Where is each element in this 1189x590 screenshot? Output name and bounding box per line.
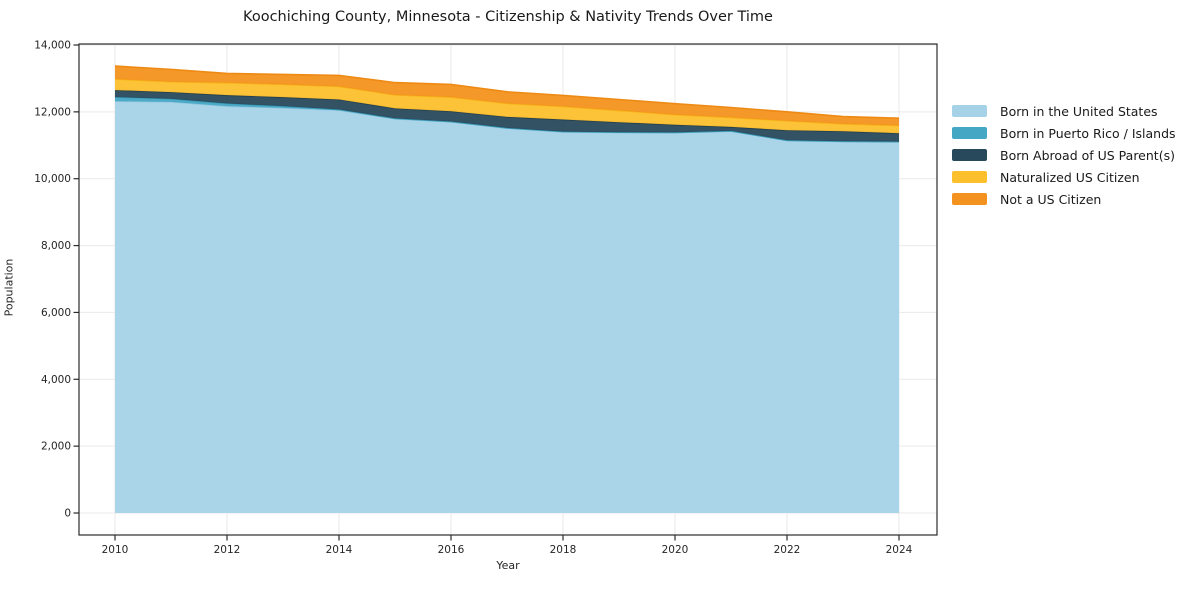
legend-label: Not a US Citizen [1000, 191, 1102, 207]
legend-swatch [952, 171, 987, 183]
legend-swatch [952, 105, 987, 117]
legend-item: Born in Puerto Rico / Islands [952, 125, 1176, 141]
legend-swatch [952, 149, 987, 161]
svg-text:2018: 2018 [550, 544, 577, 556]
legend-label: Born in Puerto Rico / Islands [1000, 125, 1176, 141]
svg-text:2010: 2010 [102, 544, 129, 556]
svg-text:2022: 2022 [774, 544, 801, 556]
legend-item: Not a US Citizen [952, 191, 1176, 207]
svg-text:2024: 2024 [886, 544, 913, 556]
legend-label: Born Abroad of US Parent(s) [1000, 147, 1175, 163]
legend-item: Born Abroad of US Parent(s) [952, 147, 1176, 163]
legend-swatch [952, 193, 987, 205]
svg-text:14,000: 14,000 [34, 40, 71, 52]
svg-text:2016: 2016 [438, 544, 465, 556]
svg-text:2014: 2014 [326, 544, 353, 556]
chart-title: Koochiching County, Minnesota - Citizens… [243, 9, 773, 25]
legend-item: Naturalized US Citizen [952, 169, 1176, 185]
svg-text:0: 0 [64, 508, 71, 520]
svg-text:6,000: 6,000 [41, 307, 71, 319]
svg-text:4,000: 4,000 [41, 374, 71, 386]
svg-text:2,000: 2,000 [41, 441, 71, 453]
legend-swatch [952, 127, 987, 139]
svg-text:2012: 2012 [214, 544, 241, 556]
svg-text:8,000: 8,000 [41, 240, 71, 252]
legend: Born in the United States Born in Puerto … [952, 103, 1176, 207]
legend-label: Naturalized US Citizen [1000, 169, 1140, 185]
y-axis-label: Population [2, 258, 16, 317]
x-axis-label: Year [496, 559, 520, 572]
legend-label: Born in the United States [1000, 103, 1158, 119]
legend-item: Born in the United States [952, 103, 1176, 119]
svg-text:2020: 2020 [662, 544, 689, 556]
svg-text:12,000: 12,000 [34, 106, 71, 118]
svg-text:10,000: 10,000 [34, 173, 71, 185]
